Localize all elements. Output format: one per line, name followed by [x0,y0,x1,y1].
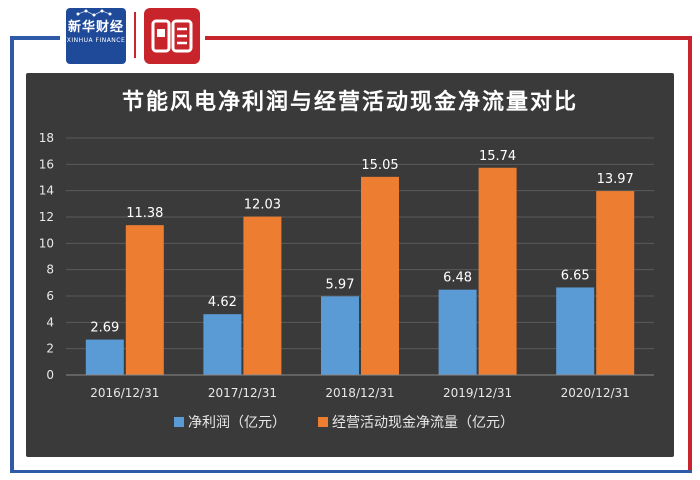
frame-top-right-line [205,36,692,40]
y-tick-label: 4 [46,315,54,329]
legend-swatch [318,417,328,427]
data-label: 6.48 [443,271,472,286]
y-tick-label: 8 [46,263,54,277]
bar [321,296,359,375]
xinhua-logo-subtext: XINHUA FINANCE [66,37,126,44]
x-axis: 2016/12/31 2017/12/31 2018/12/31 2019/12/31… [66,374,654,400]
y-tick-label: 10 [39,236,54,250]
xinhua-finance-logo: 新华财经 XINHUA FINANCE [66,8,126,64]
y-tick-label: 16 [39,157,54,171]
data-label: 4.62 [208,295,237,310]
bar [125,225,164,375]
y-axis: 0 2 4 6 8 10 12 14 16 18 [39,131,54,382]
bar [85,339,124,375]
x-tick-label: 2018/12/31 [325,386,394,400]
frame-top-left-line [10,36,60,40]
data-label: 5.97 [326,277,355,292]
network-dots-icon [76,9,112,17]
data-label: 15.74 [479,149,516,164]
y-tick-label: 0 [46,368,54,382]
xinhua-logo-text: 新华财经 [67,20,124,35]
legend-label: 净利润（亿元） [188,415,286,431]
bar [438,289,477,375]
bar [203,314,242,375]
y-tick-label: 14 [39,184,54,198]
legend: 净利润（亿元） 经营活动现金净流量（亿元） [174,415,514,431]
y-tick-label: 6 [46,289,54,303]
data-labels: 2.69 11.38 4.62 12.03 5.97 15.05 6.48 15.74 6.65… [90,149,633,336]
legend-label: 经营活动现金净流量（亿元） [332,415,514,431]
bar [243,216,282,375]
data-label: 2.69 [90,321,119,336]
chart-title: 节能风电净利润与经营活动现金净流量对比 [121,90,578,115]
x-tick-label: 2016/12/31 [90,386,159,400]
data-label: 15.05 [361,158,398,173]
x-tick-label: 2019/12/31 [443,386,512,400]
x-tick-label: 2017/12/31 [208,386,277,400]
data-label: 11.38 [126,206,163,221]
read-finance-logo [144,8,200,64]
data-label: 12.03 [244,198,281,213]
frame-left-line [10,36,14,472]
bar [596,191,635,375]
frame-right-line [688,36,692,472]
bar [556,287,595,375]
y-tick-label: 12 [39,210,54,224]
y-tick-label: 2 [46,342,54,356]
data-label: 13.97 [597,172,634,187]
read-finance-logo-icon [151,19,193,53]
logo-divider [134,12,136,58]
frame-bottom-line [10,470,692,473]
bar [478,167,517,375]
legend-swatch [174,417,184,427]
bar [361,176,399,375]
data-label: 6.65 [561,268,590,283]
y-tick-label: 18 [39,131,54,145]
bars [85,167,635,375]
x-tick-label: 2020/12/31 [561,386,630,400]
